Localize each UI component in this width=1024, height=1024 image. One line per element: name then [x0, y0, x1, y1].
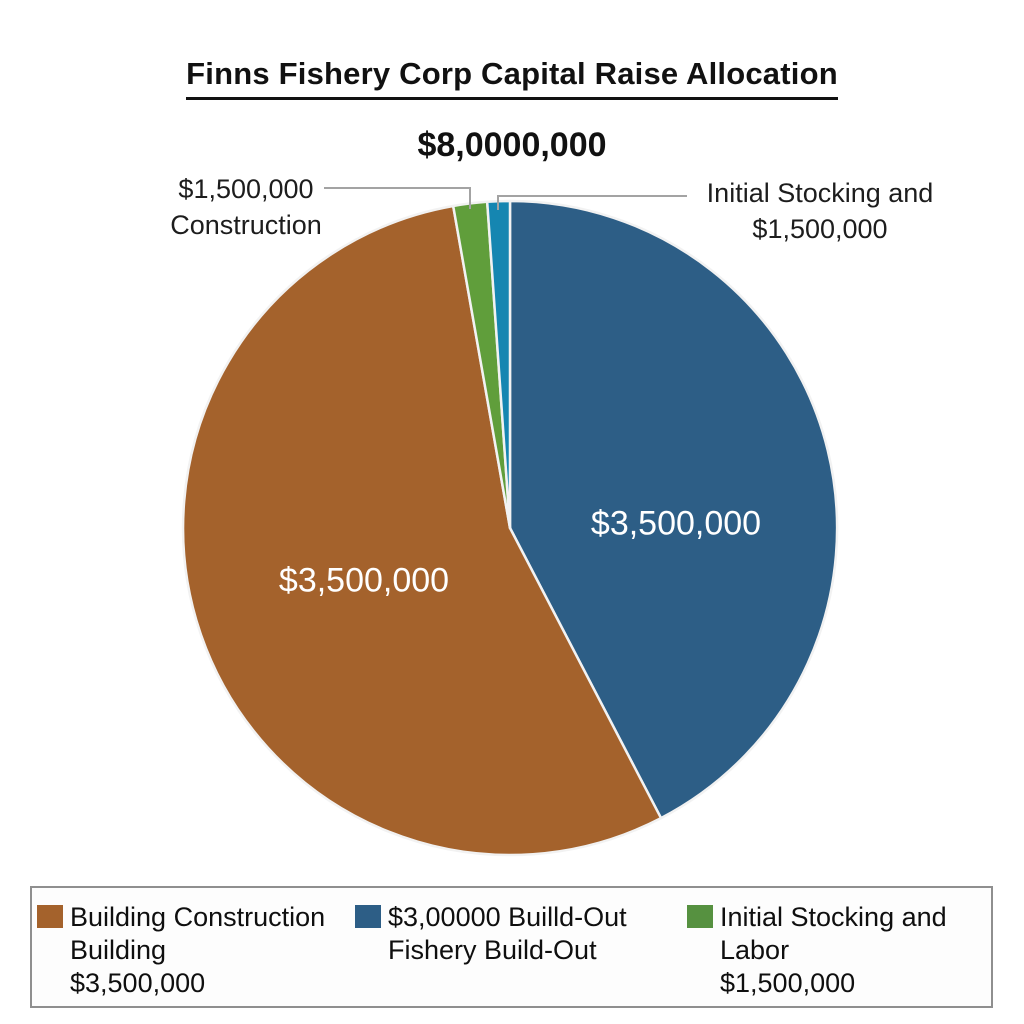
legend-swatch-blue: [355, 905, 381, 928]
callout-initial-stocking-label: Initial Stocking and: [706, 178, 934, 208]
slice-value-label-brown: $3,500,000: [278, 561, 450, 600]
chart-title-row: Finns Fishery Corp Capital Raise Allocat…: [0, 56, 1024, 100]
legend-label: Labor: [720, 935, 790, 965]
legend-item-initial-stocking: Initial Stocking and Labor $1,500,000: [687, 901, 947, 1000]
callout-initial-stocking: Initial Stocking and $1,500,000: [683, 175, 957, 247]
legend-label: Initial Stocking and: [720, 902, 947, 932]
callout-construction-label: Construction: [170, 210, 322, 240]
legend-label: Building Construction: [70, 902, 326, 932]
callout-initial-stocking-value: $1,500,000: [752, 214, 888, 244]
pie-slice-fishery-build-out: [508, 199, 839, 820]
legend-line: Building Construction: [37, 901, 325, 934]
legend-value: $3,500,000: [70, 968, 206, 998]
callout-construction-value: $1,500,000: [178, 174, 314, 204]
legend-item-building-construction: Building Construction Building $3,500,00…: [37, 901, 325, 1000]
slice-value-label-blue: $3,500,000: [590, 504, 762, 543]
legend-swatch-brown: [37, 905, 63, 928]
legend-label: $3,00000 Builld-Out: [388, 902, 627, 932]
legend-item-fishery-build-out: $3,00000 Builld-Out Fishery Build-Out: [355, 901, 627, 967]
legend-label: Fishery Build-Out: [388, 935, 597, 965]
legend-value: $1,500,000: [720, 968, 856, 998]
legend-swatch-green: [687, 905, 713, 928]
legend-line: Initial Stocking and: [687, 901, 947, 934]
chart-title: Finns Fishery Corp Capital Raise Allocat…: [186, 56, 838, 100]
legend-label: Building: [70, 935, 167, 965]
legend-box: Building Construction Building $3,500,00…: [30, 886, 993, 1008]
leader-line-initial-stocking: [497, 195, 687, 210]
pie-slices-group: [181, 199, 839, 857]
leader-line-construction: [324, 187, 471, 209]
chart-subtitle-total: $8,0000,000: [417, 126, 607, 164]
callout-construction: $1,500,000 Construction: [140, 171, 352, 243]
pie-slice-building-construction: [181, 204, 663, 857]
legend-line: $3,00000 Builld-Out: [355, 901, 627, 934]
